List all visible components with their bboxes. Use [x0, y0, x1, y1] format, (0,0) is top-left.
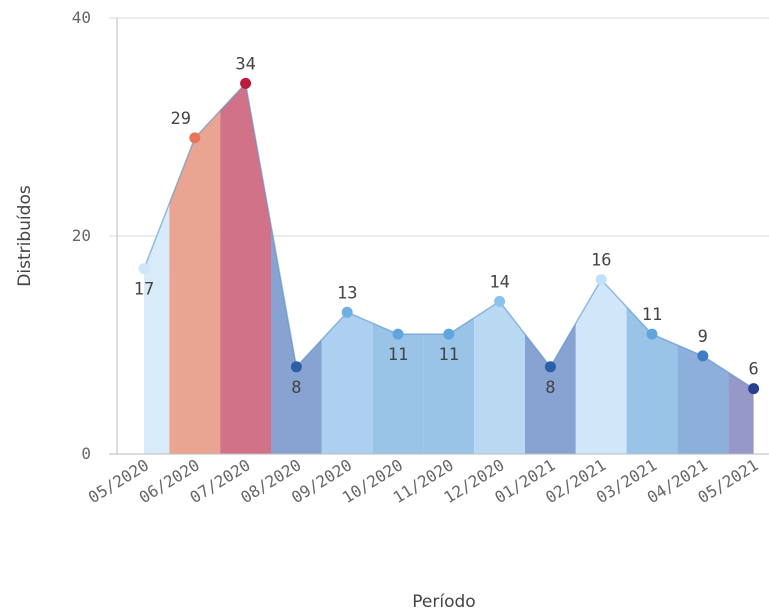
y-axis-title: Distribuídos [15, 185, 35, 287]
data-label: 11 [388, 345, 408, 365]
area-band [271, 225, 322, 454]
data-point[interactable] [240, 77, 252, 89]
data-label: 11 [642, 305, 662, 325]
x-axis-title: Período [412, 592, 475, 612]
data-point[interactable] [443, 328, 455, 340]
area-band [144, 203, 170, 454]
data-point[interactable] [697, 350, 709, 362]
data-label: 34 [235, 54, 255, 74]
area-band [372, 323, 424, 454]
data-label: 11 [439, 345, 459, 365]
area-band [525, 323, 576, 454]
data-label: 16 [591, 251, 611, 271]
area-band [474, 301, 525, 454]
area-bands [144, 83, 754, 455]
area-band [575, 279, 627, 454]
x-axis-ticks: 05/202006/202007/202008/202009/202010/20… [85, 455, 762, 507]
data-point[interactable] [392, 328, 404, 340]
data-label: 13 [337, 283, 357, 303]
data-point[interactable] [544, 361, 556, 373]
data-point[interactable] [748, 383, 760, 395]
y-axis-ticks: 0 20 40 [72, 8, 91, 463]
data-label: 8 [545, 378, 555, 398]
data-point[interactable] [646, 328, 658, 340]
area-band [169, 110, 221, 455]
data-point[interactable] [138, 263, 150, 275]
data-label: 9 [698, 327, 708, 347]
y-tick-label: 0 [81, 444, 91, 463]
data-label: 8 [291, 378, 301, 398]
data-label: 29 [171, 109, 191, 129]
area-band [220, 83, 271, 455]
data-point[interactable] [290, 361, 302, 373]
data-point[interactable] [494, 295, 506, 307]
area-band [626, 306, 678, 454]
data-point[interactable] [341, 306, 353, 318]
data-labels: 17 29 34 8 13 11 11 14 8 16 11 9 6 [134, 54, 759, 397]
data-point[interactable] [189, 132, 201, 144]
area-band [677, 345, 729, 454]
y-tick-label: 40 [72, 8, 91, 27]
y-tick-label: 20 [72, 226, 91, 245]
data-label: 14 [489, 272, 509, 292]
area-band [423, 317, 475, 454]
data-label: 6 [748, 360, 758, 380]
data-point[interactable] [595, 274, 607, 286]
area-band [321, 312, 373, 454]
data-points [138, 77, 760, 395]
data-label: 17 [134, 280, 154, 300]
area-band [728, 372, 754, 454]
